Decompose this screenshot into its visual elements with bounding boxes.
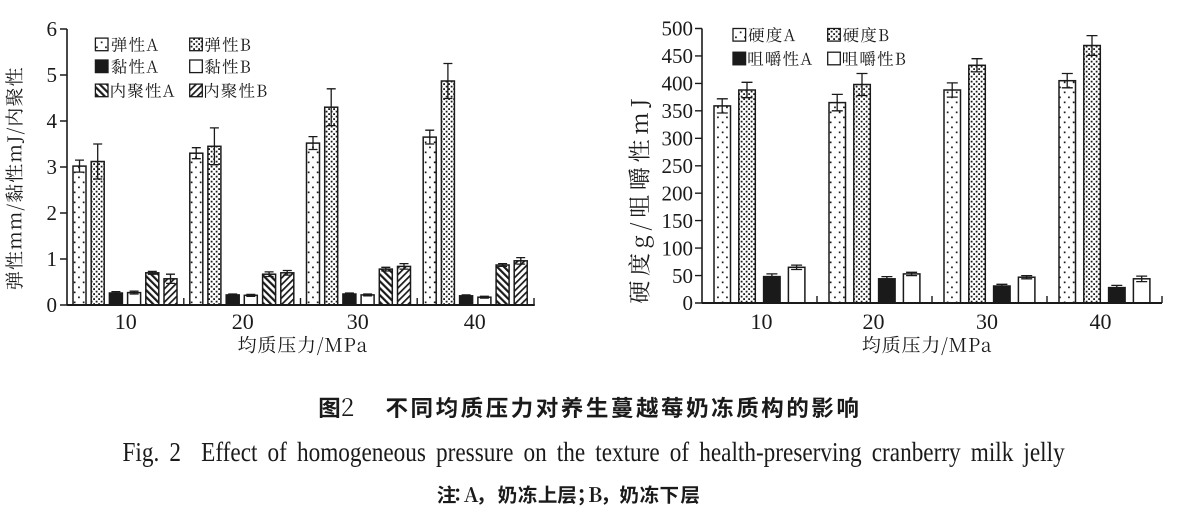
svg-text:5: 5 bbox=[47, 63, 58, 87]
svg-text:0: 0 bbox=[47, 293, 58, 317]
svg-text:10: 10 bbox=[751, 309, 773, 334]
svg-text:400: 400 bbox=[662, 72, 694, 96]
svg-text:20: 20 bbox=[232, 309, 254, 334]
svg-text:30: 30 bbox=[976, 309, 998, 334]
svg-text:30: 30 bbox=[347, 309, 369, 334]
svg-text:1: 1 bbox=[47, 247, 58, 271]
svg-text:50: 50 bbox=[672, 264, 693, 288]
svg-text:40: 40 bbox=[464, 309, 486, 334]
svg-text:Fig. 2 Effect of homogeneous: Fig. 2 Effect of homogeneous pressure on… bbox=[123, 438, 1066, 467]
svg-text:2: 2 bbox=[47, 201, 58, 225]
svg-text:4: 4 bbox=[47, 109, 58, 133]
svg-text:10: 10 bbox=[115, 309, 137, 334]
svg-text:6: 6 bbox=[47, 17, 58, 41]
svg-text:250: 250 bbox=[662, 154, 694, 178]
svg-text:500: 500 bbox=[662, 17, 694, 41]
svg-text:100: 100 bbox=[662, 236, 694, 260]
svg-text:350: 350 bbox=[662, 99, 694, 123]
svg-text:40: 40 bbox=[1090, 309, 1112, 334]
svg-text:20: 20 bbox=[863, 309, 885, 334]
svg-text:150: 150 bbox=[662, 209, 694, 233]
svg-text:450: 450 bbox=[662, 44, 694, 68]
svg-text:300: 300 bbox=[662, 127, 694, 151]
svg-text:3: 3 bbox=[47, 155, 58, 179]
svg-text:200: 200 bbox=[662, 181, 694, 205]
svg-text:0: 0 bbox=[683, 291, 694, 315]
